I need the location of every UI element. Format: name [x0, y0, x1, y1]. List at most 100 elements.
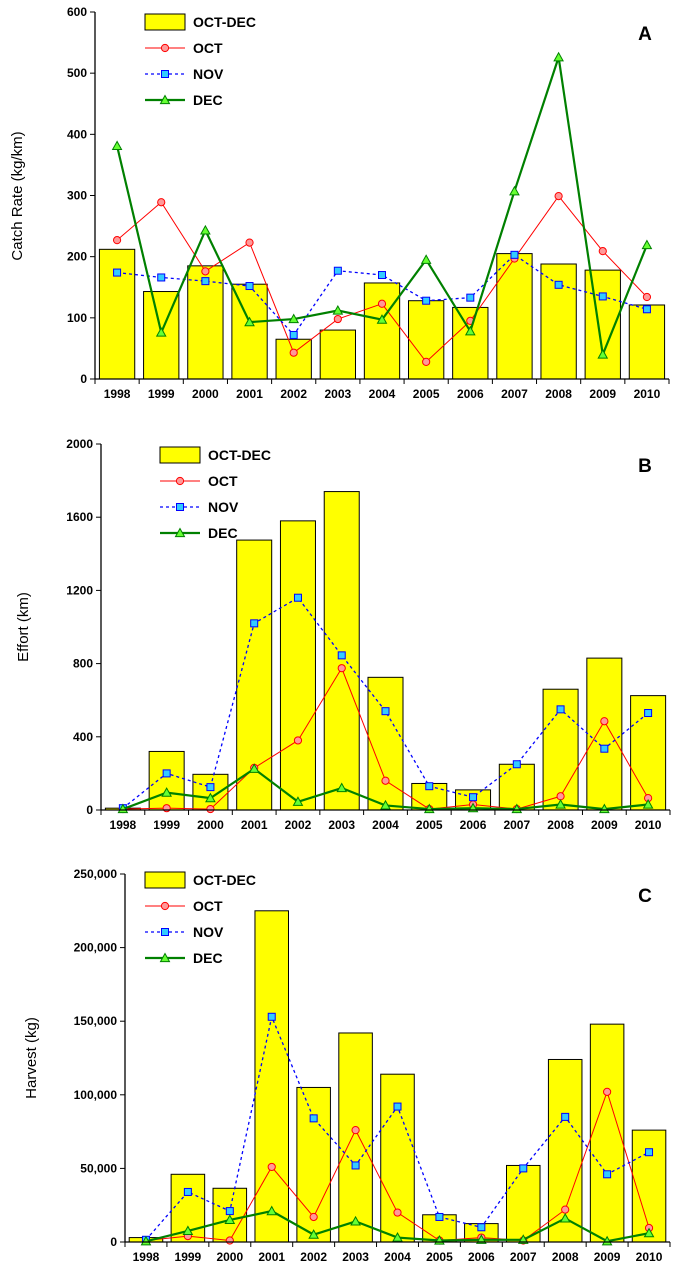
panel-a-point-nov: [245, 282, 254, 291]
panel-a-legend-marker-oct: [160, 43, 170, 53]
panel-a-point-dec: [376, 314, 388, 324]
panel-c-y-tick-label: 150,000: [74, 1014, 118, 1028]
panel-b-x-tick-label: 2004: [372, 818, 399, 832]
panel-b-point-nov: [162, 769, 171, 778]
panel-b-legend-marker-oct: [175, 476, 185, 486]
panel-a-point-dec: [332, 304, 344, 315]
panel-c-x-tick-label: 2006: [468, 1250, 495, 1264]
panel-a-x-tick-label: 1999: [148, 387, 175, 401]
panel-c-x-tick-label: 2003: [342, 1250, 369, 1264]
panel-b-y-tick-label: 1600: [66, 510, 93, 524]
panel-a-y-axis-title: Catch Rate (kg/km): [9, 131, 26, 260]
panel-b-point-nov: [381, 707, 390, 716]
panel-a-point-nov: [113, 268, 122, 277]
panel-b-point-dec: [555, 798, 566, 809]
panel-a-point-nov: [466, 293, 475, 302]
panel-c-bar: [506, 1164, 541, 1243]
panel-c-point-dec: [559, 1212, 571, 1223]
panel-a-y-tick-label: 300: [67, 189, 87, 203]
panel-a-point-nov: [157, 273, 166, 282]
panel-c-bar: [589, 1023, 625, 1243]
panel-a-bar: [363, 282, 401, 380]
panel-a-x-tick-label: 2004: [369, 387, 396, 401]
panel-c-point-oct: [393, 1208, 402, 1217]
panel-b-legend-swatch-octdec: [159, 446, 201, 464]
panel-a-point-oct: [245, 238, 254, 247]
panel-b-x-tick-label: 2003: [328, 818, 355, 832]
panel-c-point-nov: [519, 1164, 528, 1173]
panel-b-point-oct: [293, 736, 303, 745]
panel-c-x-tick-label: 1999: [175, 1250, 202, 1264]
panel-c-x-tick-label: 2009: [594, 1250, 621, 1264]
panel-c-x-tick-label: 2007: [510, 1250, 537, 1264]
panel-c-legend-swatch-octdec: [144, 871, 186, 889]
panel-a-legend-swatch-octdec: [144, 13, 186, 31]
panel-b-bar: [279, 520, 316, 811]
panel-b-point-nov: [512, 760, 521, 769]
panel-a-legend-marker-nov: [161, 70, 169, 78]
panel-c-point-nov: [603, 1170, 612, 1179]
panel-a-point-dec: [200, 224, 211, 235]
panel-a-point-oct: [598, 247, 607, 256]
panel-b-bar: [148, 750, 185, 811]
panel-a-legend-label: OCT: [193, 40, 223, 56]
panel-c-point-nov: [645, 1148, 654, 1157]
panel-a-point-dec: [244, 316, 255, 327]
panel-a-point-nov: [598, 292, 607, 301]
panel-c-point-dec: [643, 1227, 655, 1238]
panel-c-point-nov: [435, 1212, 444, 1221]
panel-a-x-tick-label: 2003: [324, 387, 351, 401]
panel-c-point-dec: [266, 1205, 278, 1216]
panel-c-x-tick-label: 2001: [258, 1250, 285, 1264]
panel-b-legend-marker-nov: [176, 503, 184, 511]
panel-c-y-tick-label: 50,000: [80, 1161, 117, 1175]
panel-b-x-tick-label: 2007: [503, 818, 530, 832]
panel-b-x-tick-label: 1999: [153, 818, 180, 832]
panel-b-y-tick-label: 1200: [66, 583, 93, 597]
panel-a-y-tick-label: 400: [67, 127, 87, 141]
panel-c-point-dec: [224, 1214, 236, 1225]
panel-a-point-oct: [157, 198, 166, 207]
panel-b-point-dec: [598, 803, 610, 814]
panel-b-point-dec: [336, 782, 348, 793]
panel-a-x-tick-label: 2006: [457, 387, 484, 401]
panel-b-point-dec: [380, 799, 391, 810]
panel-c-y-tick-label: 100,000: [74, 1088, 118, 1102]
panel-a-y-tick-label: 600: [67, 5, 87, 19]
panel-c-legend-label: OCT-DEC: [193, 872, 256, 888]
panel-b-point-nov: [250, 619, 259, 628]
panel-c-x-tick-label: 2004: [384, 1250, 411, 1264]
panel-a-point-dec: [111, 140, 123, 151]
panel-a-point-nov: [642, 305, 651, 314]
panel-c-x-tick-label: 2002: [300, 1250, 327, 1264]
panel-c-point-dec: [308, 1229, 320, 1239]
panel-a-point-nov: [289, 330, 298, 339]
panel-b-x-tick-label: 2006: [460, 818, 487, 832]
panel-b-x-tick-label: 2002: [285, 818, 312, 832]
panel-a-point-oct: [554, 192, 563, 201]
panel-c-legend-marker-dec: [159, 952, 171, 963]
panel-a-x-tick-label: 2010: [634, 387, 661, 401]
panel-c-point-oct: [561, 1205, 570, 1214]
panel-c-y-axis-title: Harvest (kg): [23, 1017, 40, 1099]
panel-c-bar: [254, 910, 289, 1243]
panel-c-x-tick-label: 2005: [426, 1250, 453, 1264]
panel-c-x-tick-label: 2000: [216, 1250, 243, 1264]
panel-b-point-nov: [206, 783, 215, 792]
panel-a-y-tick-label: 0: [80, 372, 87, 386]
panel-c-point-nov: [225, 1207, 234, 1216]
panel-b-x-tick-label: 2009: [591, 818, 618, 832]
panel-b-point-nov: [556, 705, 565, 714]
panel-a-legend-label: OCT-DEC: [193, 14, 256, 30]
panel-a-point-nov: [510, 250, 519, 259]
panel-c-letter: C: [638, 886, 652, 907]
panel-b-point-nov: [293, 593, 302, 602]
panel-c-legend-marker-nov: [161, 928, 169, 936]
panel-a-point-dec: [553, 51, 564, 62]
panel-b-y-tick-label: 800: [73, 657, 93, 671]
panel-b-point-dec: [292, 796, 304, 806]
panel-b-point-oct: [381, 776, 390, 785]
panel-a-bar: [275, 338, 312, 380]
panel-b-bar: [323, 491, 360, 811]
